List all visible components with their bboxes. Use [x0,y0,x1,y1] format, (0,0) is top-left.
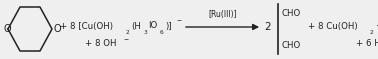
Text: + 6 H: + 6 H [356,39,378,48]
Text: 2: 2 [126,30,130,35]
Text: 2: 2 [370,30,374,35]
Text: O: O [53,24,60,34]
Text: 2: 2 [264,22,271,32]
Text: O: O [3,24,11,34]
Text: + 8 H: + 8 H [376,21,378,31]
Text: + 8 [Cu(OH): + 8 [Cu(OH) [60,21,113,31]
Text: + 8 OH: + 8 OH [85,39,116,48]
Text: + 8 Cu(OH): + 8 Cu(OH) [308,21,358,31]
Text: [Ru(III)]: [Ru(III)] [208,11,237,20]
Text: CHO: CHO [281,8,300,18]
Text: 3: 3 [143,30,147,35]
Text: IO: IO [148,21,157,31]
Text: CHO: CHO [281,41,300,51]
Text: −: − [123,37,128,41]
Text: 6: 6 [160,30,164,35]
Text: )]: )] [165,21,172,31]
Text: (H: (H [131,21,141,31]
Text: −: − [176,18,181,22]
